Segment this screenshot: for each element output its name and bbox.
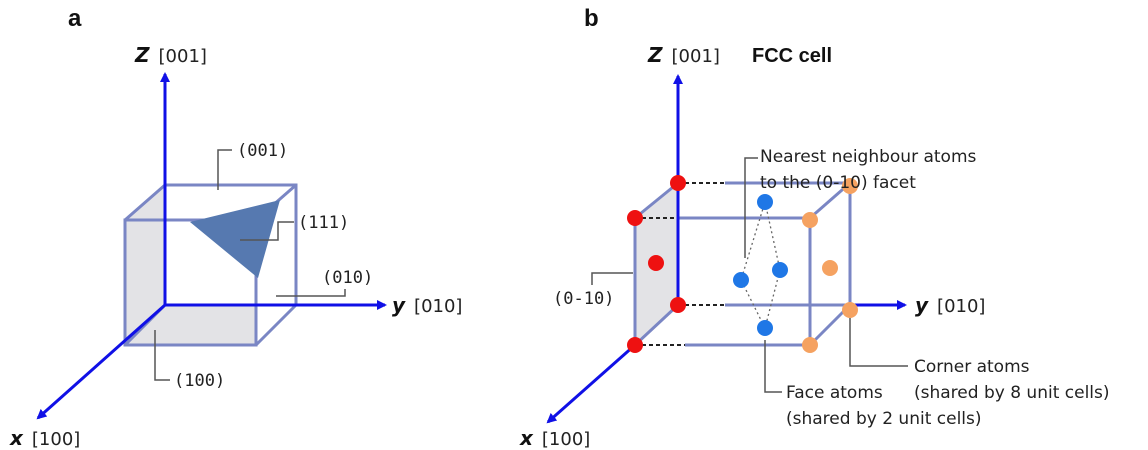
panel-a: a Z [001] y [010] xyxy=(9,5,462,450)
leader-lines-a xyxy=(154,149,346,381)
atom-corner-orange xyxy=(802,212,818,228)
z-axis-label-b: Z [001] xyxy=(647,43,720,67)
atom-face-orange xyxy=(822,260,838,276)
axes-a xyxy=(36,72,387,420)
atom-corner-red xyxy=(670,175,686,191)
atom-corner-orange xyxy=(842,178,858,194)
x-axis-label-b: x [100] xyxy=(519,426,590,450)
panel-b-letter: b xyxy=(584,5,599,32)
y-axis-label-b: y [010] xyxy=(915,293,985,317)
facet-010-label: (010) xyxy=(322,268,373,288)
atom-face-blue xyxy=(757,194,773,210)
panel-b: b FCC cell xyxy=(519,5,1110,450)
face-atoms-label: Face atoms (shared by 2 unit cells) xyxy=(786,383,982,429)
atoms xyxy=(627,175,858,353)
facet-111-label: (111) xyxy=(298,213,349,233)
x-axis-b xyxy=(546,343,636,424)
y-axis-label-a: y [010] xyxy=(392,293,462,317)
facet-111-triangle xyxy=(190,200,280,278)
nearest-neighbour-links xyxy=(740,199,781,330)
x-axis-a xyxy=(36,303,166,420)
atom-face-blue xyxy=(772,262,788,278)
panel-a-letter: a xyxy=(68,5,82,32)
nearest-neighbour-label: Nearest neighbour atoms to the (0-10) fa… xyxy=(760,147,982,193)
atom-corner-red xyxy=(627,210,643,226)
facet-100-label: (100) xyxy=(174,371,225,391)
x-axis-label-a: x [100] xyxy=(9,426,80,450)
atom-face-blue xyxy=(733,272,749,288)
atom-corner-orange xyxy=(842,302,858,318)
atom-corner-red xyxy=(627,337,643,353)
shaded-faces xyxy=(125,185,256,345)
atom-face-blue xyxy=(757,320,773,336)
atom-face-red xyxy=(648,255,664,271)
facet-001-label: (001) xyxy=(237,141,288,161)
leader-lines-b xyxy=(591,157,908,393)
facet-0-10-label: (0-10) xyxy=(553,289,614,309)
corner-atoms-label: Corner atoms (shared by 8 unit cells) xyxy=(914,357,1110,403)
z-axis-label-a: Z [001] xyxy=(134,43,207,67)
atom-corner-orange xyxy=(802,337,818,353)
atom-corner-red xyxy=(670,297,686,313)
fcc-title: FCC cell xyxy=(752,45,832,67)
